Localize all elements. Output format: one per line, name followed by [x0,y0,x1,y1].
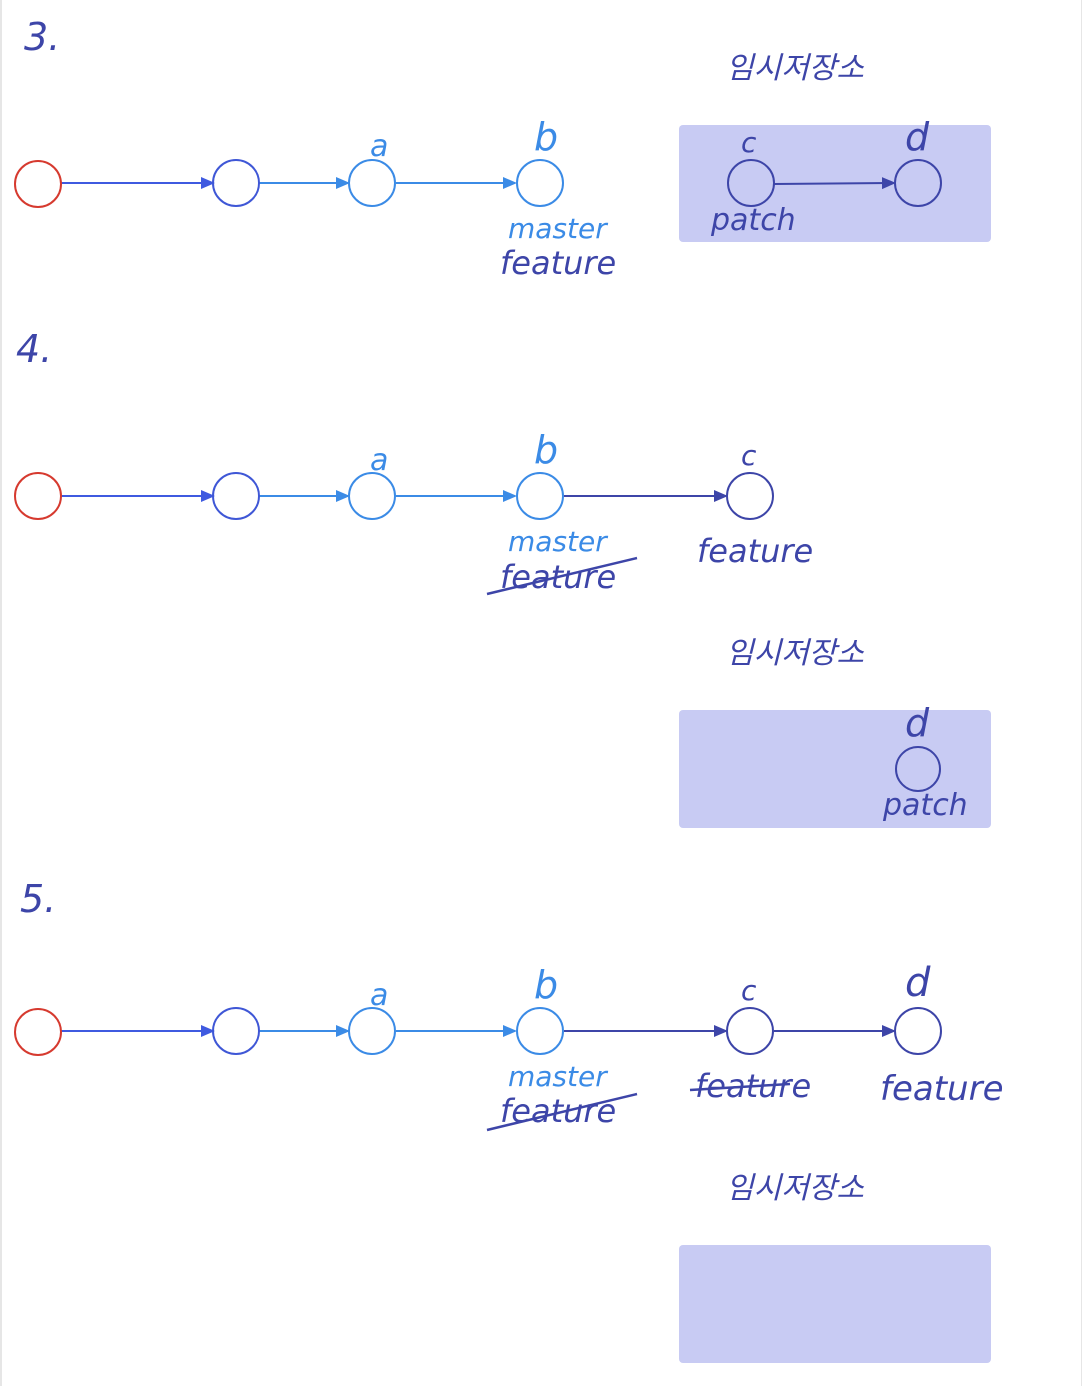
step-4: 4. a b c master feature feature 임시저장소 d … [14,327,991,828]
commit-node-d [895,746,941,792]
root-commit-node [14,160,62,208]
commit-label-c: c [741,439,757,472]
commit-node-a [348,472,396,520]
commit-node-a [348,159,396,207]
commit-label-d: d [905,960,931,1006]
commit-node-d [894,1007,942,1055]
commit-label-d: d [905,701,930,745]
branch-label-master: master [508,1060,608,1093]
commit-label-a: a [370,129,388,164]
branch-label-feature: feature [697,532,813,570]
commit-node-d [894,159,942,207]
branch-label-patch: patch [710,203,796,238]
stash-area [679,1245,991,1363]
strikethrough [689,1082,791,1092]
branch-label-patch: patch [882,788,968,823]
stash-area [679,710,991,828]
commit-node-a [348,1007,396,1055]
commit-node [212,159,260,207]
commit-label-b: b [534,963,558,1007]
branch-label-feature: feature [880,1069,1004,1109]
branch-label-feature: feature [500,244,616,282]
branch-label-feature-old-b: feature [500,1092,616,1130]
commit-node [212,472,260,520]
commit-node [212,1007,260,1055]
right-border [1081,0,1082,1386]
commit-node-c [727,159,775,207]
commit-node-b [516,159,564,207]
left-border [0,0,2,1386]
branch-label-master: master [508,212,608,245]
commit-node-b [516,472,564,520]
step-number: 4. [16,327,52,371]
branch-label-master: master [508,525,608,558]
stash-label: 임시저장소 [726,636,864,671]
root-commit-node [14,1008,62,1056]
commit-edge [773,177,896,190]
step-3: 3. 임시저장소 a b c d master feature patch [14,15,991,282]
commit-node-b [516,1007,564,1055]
step-number: 3. [24,15,60,59]
commit-label-b: b [534,115,558,159]
root-commit-node [14,472,62,520]
commit-label-c: c [741,974,757,1007]
commit-node-c [726,472,774,520]
commit-node-c [726,1007,774,1055]
commit-label-b: b [534,428,558,472]
step-5: 5. a b c d master feature feature featur… [14,877,1004,1363]
commit-label-a: a [370,443,388,478]
commit-label-a: a [370,978,388,1013]
commit-label-c: c [741,126,757,159]
commit-label-d: d [905,115,930,159]
stash-label: 임시저장소 [726,51,864,86]
strikethrough [486,1092,638,1132]
stash-label: 임시저장소 [726,1171,864,1206]
strikethrough [486,556,638,596]
step-number: 5. [20,877,56,921]
